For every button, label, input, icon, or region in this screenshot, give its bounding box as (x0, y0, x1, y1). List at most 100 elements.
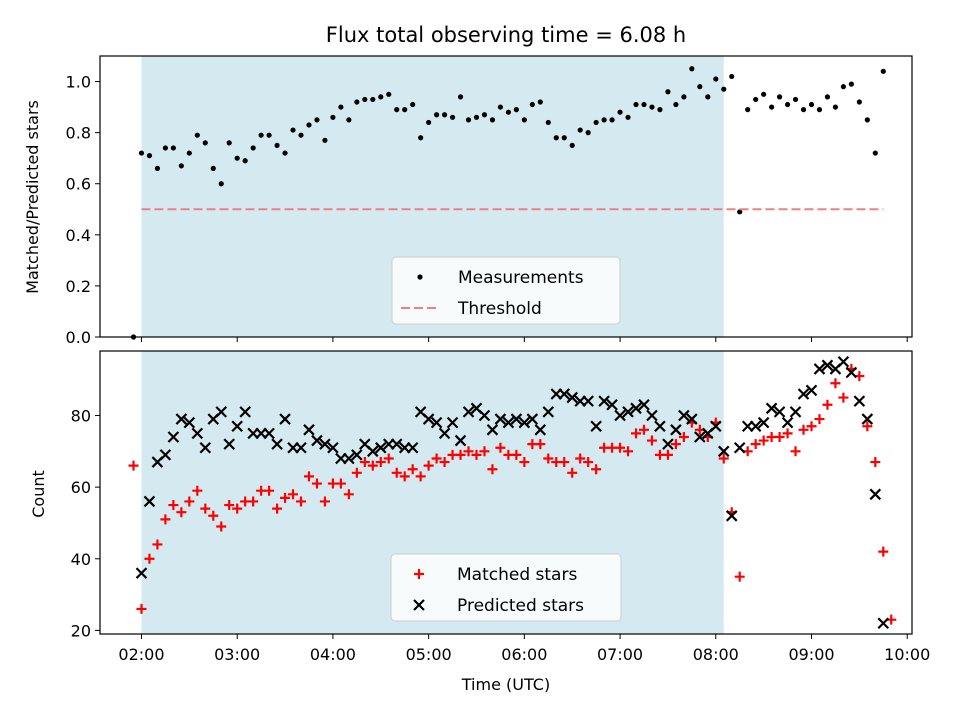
matched-stars-point (479, 446, 490, 457)
matched-stars-point (152, 539, 163, 550)
predicted-stars-point (438, 427, 451, 440)
matched-stars-point (790, 446, 801, 457)
measurements-point (154, 165, 161, 171)
measurements-point (617, 109, 623, 115)
predicted-stars-point (678, 409, 690, 422)
predicted-stars-point (454, 434, 467, 447)
predicted-stars-point (670, 424, 682, 436)
measurements-point (250, 145, 256, 151)
bottom-x-tick-label: 07:00 (597, 645, 643, 664)
top-y-tick-label: 1.0 (66, 73, 91, 92)
measurements-point (290, 127, 296, 133)
matched-stars-point (383, 453, 394, 464)
measurements-point (697, 84, 703, 90)
measurements-point (346, 117, 352, 123)
top-y-axis-label: Matched/Predicted stars (23, 100, 42, 294)
measurements-point (769, 104, 775, 110)
matched-stars-point (750, 439, 761, 450)
matched-stars-point (335, 478, 346, 489)
predicted-stars-point (510, 413, 523, 425)
measurements-point (864, 117, 870, 123)
measurements-point (641, 101, 647, 108)
bottom-y-tick-label: 80 (71, 406, 91, 425)
matched-stars-point (160, 514, 171, 525)
predicted-stars-point (494, 413, 507, 425)
measurements-point (497, 104, 504, 110)
measurements-point (194, 132, 200, 138)
measurements-point (410, 101, 416, 108)
predicted-stars-point (343, 452, 355, 465)
predicted-stars-point (311, 434, 323, 447)
predicted-stars-point (271, 438, 283, 450)
matched-stars-point (184, 496, 195, 507)
measurements-point (202, 140, 208, 146)
bottom-x-tick-label: 04:00 (310, 645, 356, 664)
top-axes-frame (99, 55, 913, 338)
predicted-stars-point (175, 413, 188, 425)
measurements-point (513, 107, 519, 113)
matched-stars-point (216, 521, 227, 532)
measurements-point (465, 117, 472, 123)
measurements-point (178, 163, 184, 169)
predicted-stars-point (813, 363, 826, 375)
measurements-point (162, 145, 169, 151)
matched-stars-point (519, 457, 530, 468)
measurements-point (753, 96, 759, 103)
predicted-stars-point (351, 449, 363, 461)
predicted-stars-point (374, 441, 387, 454)
predicted-stars-point (367, 445, 379, 458)
matched-stars-point (407, 464, 418, 475)
measurements-point (601, 117, 607, 123)
matched-stars-point (862, 421, 873, 432)
predicted-stars-point (582, 395, 594, 407)
predicted-stars-legend-marker (413, 599, 425, 611)
predicted-stars-point (622, 406, 634, 418)
predicted-stars-point (279, 413, 291, 425)
measurements-point (218, 181, 224, 187)
measurements-point (146, 153, 153, 159)
predicted-stars-point (231, 420, 243, 433)
bottom-y-tick-label: 60 (71, 478, 91, 497)
measurements-point (186, 150, 192, 156)
bottom-x-tick-label: 06:00 (501, 645, 547, 664)
measurements-point (856, 99, 862, 105)
measurements-point (378, 94, 384, 100)
measurements-point (545, 119, 551, 126)
matched-stars-point (439, 457, 450, 468)
predicted-stars-point (159, 449, 172, 461)
predicted-stars-point (590, 420, 602, 433)
matched-stars-point (535, 439, 546, 450)
measurements-point (242, 158, 248, 164)
matched-stars-point (559, 457, 570, 468)
predicted-stars-point (319, 438, 331, 450)
measurements-point (266, 132, 272, 138)
bottom-x-tick-label: 02:00 (118, 645, 164, 664)
measurements-point (402, 107, 408, 113)
measurements-point (657, 107, 663, 113)
predicted-stars-point (135, 567, 148, 579)
measurements-point (721, 86, 727, 92)
matched-stars-point (272, 503, 283, 514)
top-panel: 0.0 0.2 0.4 0.6 0.8 1.0 Measurements Threshold (66, 55, 913, 347)
measurements-point (816, 107, 823, 113)
predicted-stars-point (478, 409, 491, 422)
measurements-legend-label: Measurements (458, 268, 584, 288)
predicted-stars-point (765, 402, 778, 415)
matched-stars-point (638, 424, 649, 435)
matched-stars-point (423, 460, 434, 471)
predicted-stars-point (869, 488, 882, 501)
bottom-panel: 20 40 60 80 02:00 03:00 04:00 05:00 06:00 07:00 08… (71, 350, 930, 664)
measurements-point (362, 96, 368, 103)
bottom-axes-frame (99, 350, 913, 635)
measurements-point (481, 112, 488, 118)
measurements-point (553, 135, 559, 141)
measurements-legend-marker (417, 274, 423, 280)
matched-stars-point (615, 442, 626, 453)
measurements-point (322, 137, 328, 143)
predicted-stars-point (502, 416, 515, 429)
predicted-stars-point (534, 424, 547, 436)
measurements-point (649, 104, 655, 110)
measurements-point (792, 96, 799, 103)
measurements-point (226, 140, 232, 146)
predicted-stars-point (797, 388, 810, 400)
